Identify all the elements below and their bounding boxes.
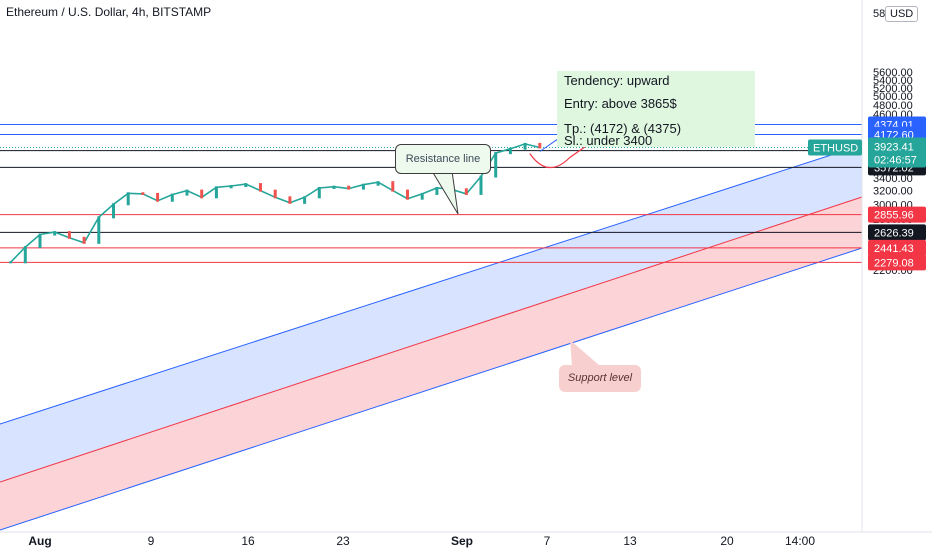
candle-8 — [126, 192, 130, 206]
channel-mid-line — [0, 196, 863, 483]
y-tick-label-0: 5600.00 — [873, 67, 913, 79]
support-pointer — [570, 340, 600, 366]
candle-4 — [67, 231, 71, 239]
y-tick-label-2: 5200.00 — [873, 83, 913, 95]
channel-upper-fill — [0, 145, 862, 482]
symbol-tag — [808, 139, 862, 156]
level-label-6: 2441.43 — [874, 243, 914, 255]
candle-10 — [156, 192, 160, 202]
candle-25 — [376, 181, 380, 186]
candle-15 — [229, 185, 233, 189]
candle-12 — [185, 189, 189, 196]
candle-35 — [523, 142, 527, 150]
candle-9 — [141, 192, 145, 195]
candle-26 — [391, 181, 395, 192]
symbol-label: ETHUSD — [813, 142, 858, 154]
candle-17 — [259, 183, 262, 192]
candle-5 — [82, 236, 86, 244]
note-tendency: Tendency: upward — [564, 73, 670, 88]
candle-23 — [347, 185, 351, 190]
level-tag-5 — [868, 224, 926, 241]
candle-2 — [38, 233, 42, 249]
x-tick-label-3: 23 — [336, 534, 350, 548]
level-tag-4 — [868, 206, 926, 223]
candle-16 — [244, 183, 248, 188]
candle-27 — [406, 189, 409, 200]
current-price-tag — [868, 137, 926, 168]
candle-14 — [214, 186, 218, 199]
note-entry: Entry: above 3865$ — [564, 96, 677, 111]
candle-7 — [112, 203, 115, 219]
y-tick-label-1: 5400.00 — [873, 75, 913, 87]
candle-3 — [53, 231, 57, 236]
candle-33 — [494, 152, 498, 178]
channel-top-line — [0, 144, 863, 425]
x-tick-label-5: 7 — [544, 534, 551, 548]
x-tick-label-1: 9 — [148, 534, 155, 548]
candle-21 — [317, 186, 321, 199]
support-callout: Support level — [559, 365, 641, 392]
level-label-7: 2279.08 — [874, 257, 914, 269]
y-tick-label-4: 4800.00 — [873, 100, 913, 112]
channel-lower-fill — [0, 197, 862, 530]
level-label-4: 2855.96 — [874, 210, 914, 222]
candle-31 — [464, 188, 468, 195]
x-tick-label-4: Sep — [451, 534, 473, 548]
candle-34 — [508, 147, 512, 155]
candle-24 — [361, 183, 365, 190]
y-tick-label-top: 58 — [873, 8, 885, 20]
candle-22 — [332, 185, 336, 189]
candle-32 — [479, 175, 483, 195]
note-tp: Tp.: (4172) & (4375) — [564, 121, 682, 136]
resistance-callout: Resistance line — [395, 144, 491, 174]
candle-13 — [200, 189, 204, 199]
current-price-label: 3923.41 — [874, 141, 914, 153]
x-tick-label-8: 14:00 — [785, 534, 815, 548]
candle-6 — [97, 216, 101, 244]
x-tick-label-0: Aug — [28, 534, 51, 548]
candle-18 — [273, 189, 277, 199]
candle-0 — [9, 261, 13, 264]
y-tick-label-3: 5000.00 — [873, 91, 913, 103]
currency-button[interactable]: USD — [885, 6, 919, 22]
candle-36 — [538, 142, 542, 149]
level-tag-7 — [868, 254, 926, 271]
trade-note: Tendency: upward Entry: above 3865$ Tp.:… — [557, 71, 755, 148]
candle-11 — [170, 193, 174, 202]
candle-20 — [303, 196, 307, 204]
level-tag-6 — [868, 239, 926, 256]
x-tick-label-2: 16 — [241, 534, 255, 548]
candle-19 — [288, 196, 292, 204]
level-label-5: 2626.39 — [874, 227, 914, 239]
x-tick-label-7: 20 — [720, 534, 734, 548]
countdown-label: 02:46:57 — [874, 154, 917, 166]
candle-29 — [435, 186, 439, 195]
candle-28 — [420, 192, 424, 200]
chart-title: Ethereum / U.S. Dollar, 4h, BITSTAMP — [6, 5, 212, 19]
projection-arrow-retest — [529, 135, 601, 169]
candle-1 — [23, 246, 27, 264]
x-tick-label-6: 13 — [623, 534, 637, 548]
y-tick-label-11: 3400.00 — [873, 173, 913, 185]
note-sl: Sl.: under 3400 — [564, 133, 653, 148]
channel-bottom-line — [0, 247, 863, 531]
y-tick-label-12: 3200.00 — [873, 186, 913, 198]
